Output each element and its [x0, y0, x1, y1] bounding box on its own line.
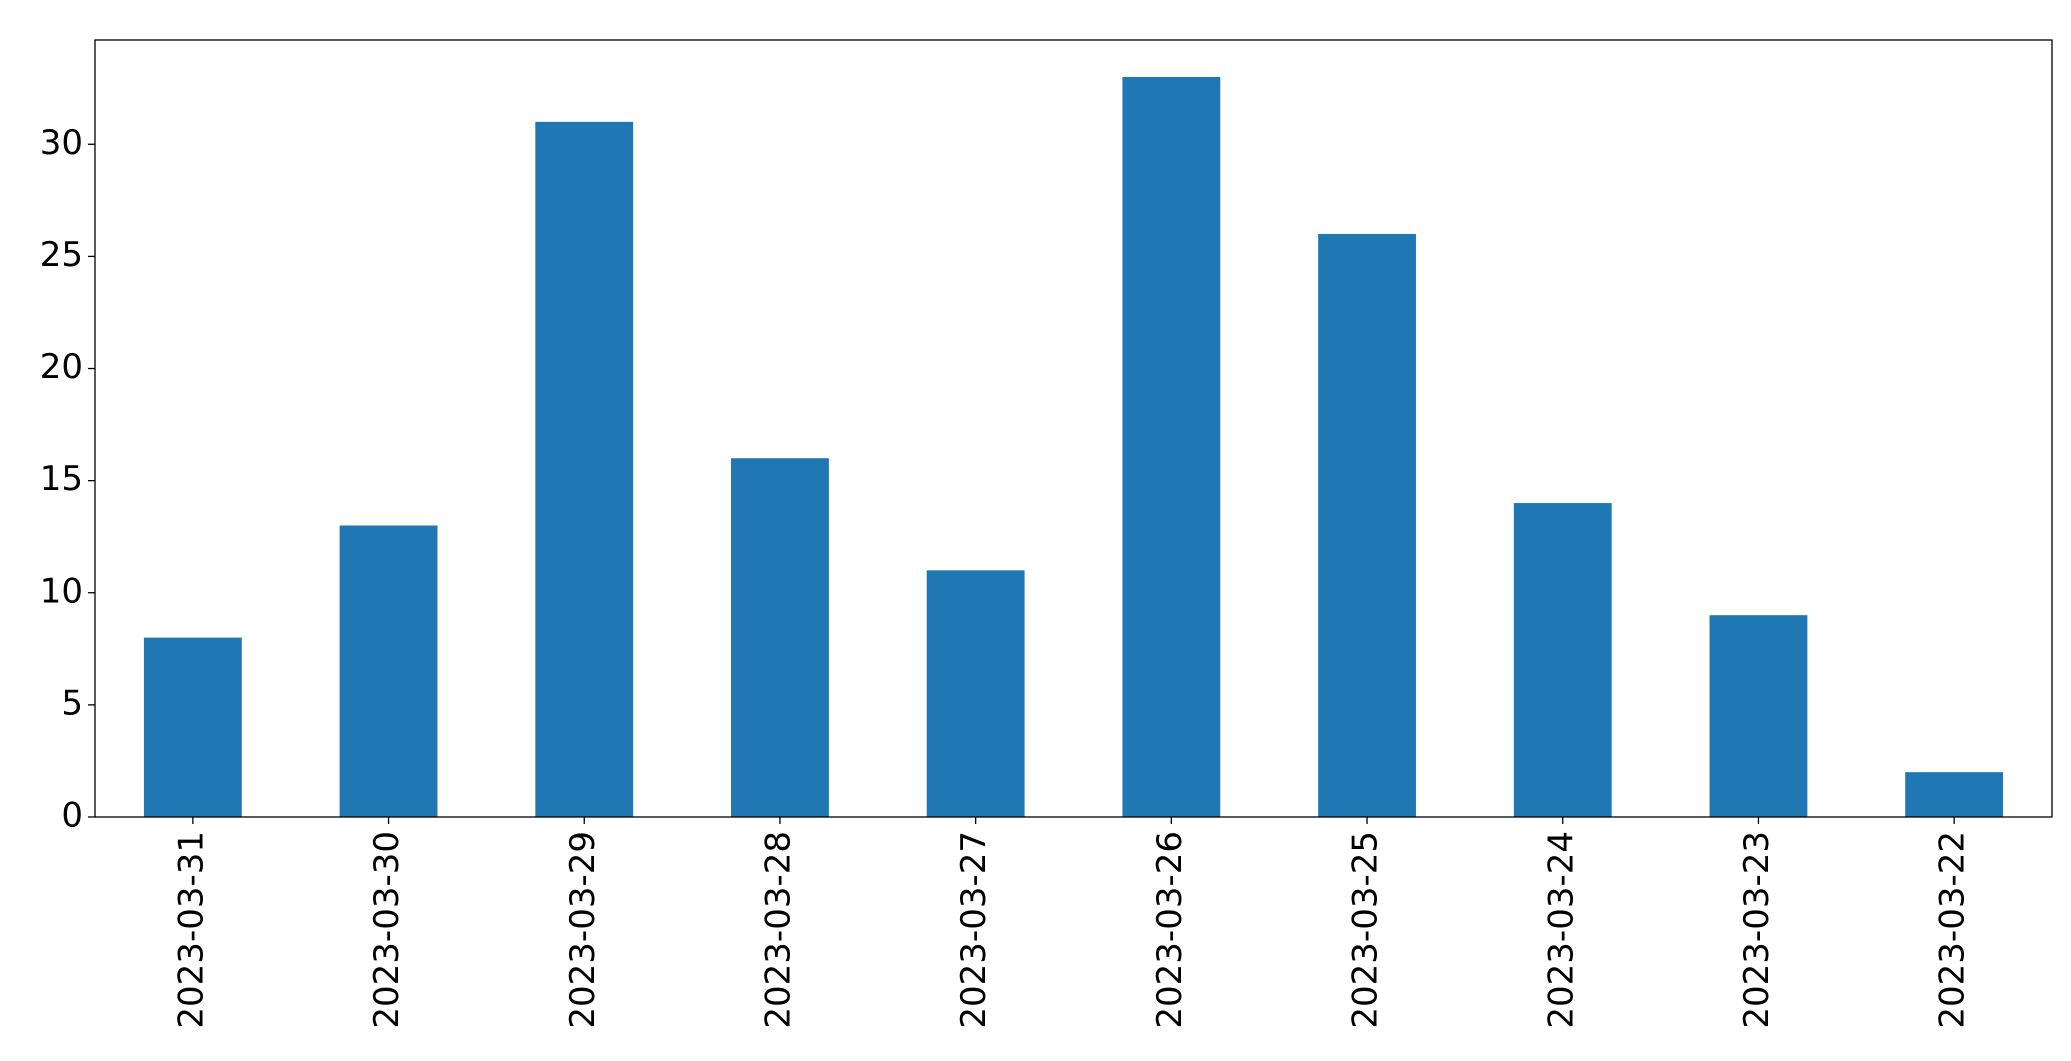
x-tick-label: 2023-03-24: [1541, 831, 1581, 1029]
bar: [731, 458, 829, 817]
bar: [1709, 615, 1808, 817]
bar: [535, 121, 634, 817]
x-tick-label: 2023-03-29: [563, 831, 603, 1029]
y-tick-label: 5: [61, 683, 83, 723]
x-tick-label: 2023-03-26: [1150, 831, 1190, 1029]
bar: [1318, 233, 1416, 817]
x-tick-label: 2023-03-22: [1933, 831, 1973, 1029]
x-tick-label: 2023-03-27: [954, 831, 994, 1029]
x-tick-label: 2023-03-30: [367, 831, 407, 1029]
bar: [143, 637, 242, 817]
bar: [1905, 772, 2004, 817]
x-tick-label: 2023-03-31: [171, 831, 211, 1029]
plot-frame: [94, 39, 2053, 818]
bar: [1513, 503, 1612, 817]
bar: [339, 525, 438, 817]
y-tick-label: 25: [40, 235, 83, 275]
y-tick-label: 10: [40, 571, 83, 611]
y-tick-label: 30: [40, 123, 83, 163]
y-tick-label: 15: [40, 459, 83, 499]
x-tick-label: 2023-03-25: [1346, 831, 1386, 1029]
y-tick-label: 0: [61, 796, 83, 836]
y-tick-label: 20: [40, 347, 83, 387]
bar: [926, 570, 1025, 817]
x-tick-label: 2023-03-28: [758, 831, 798, 1029]
bar: [1122, 77, 1221, 817]
x-tick-label: 2023-03-23: [1737, 831, 1777, 1029]
